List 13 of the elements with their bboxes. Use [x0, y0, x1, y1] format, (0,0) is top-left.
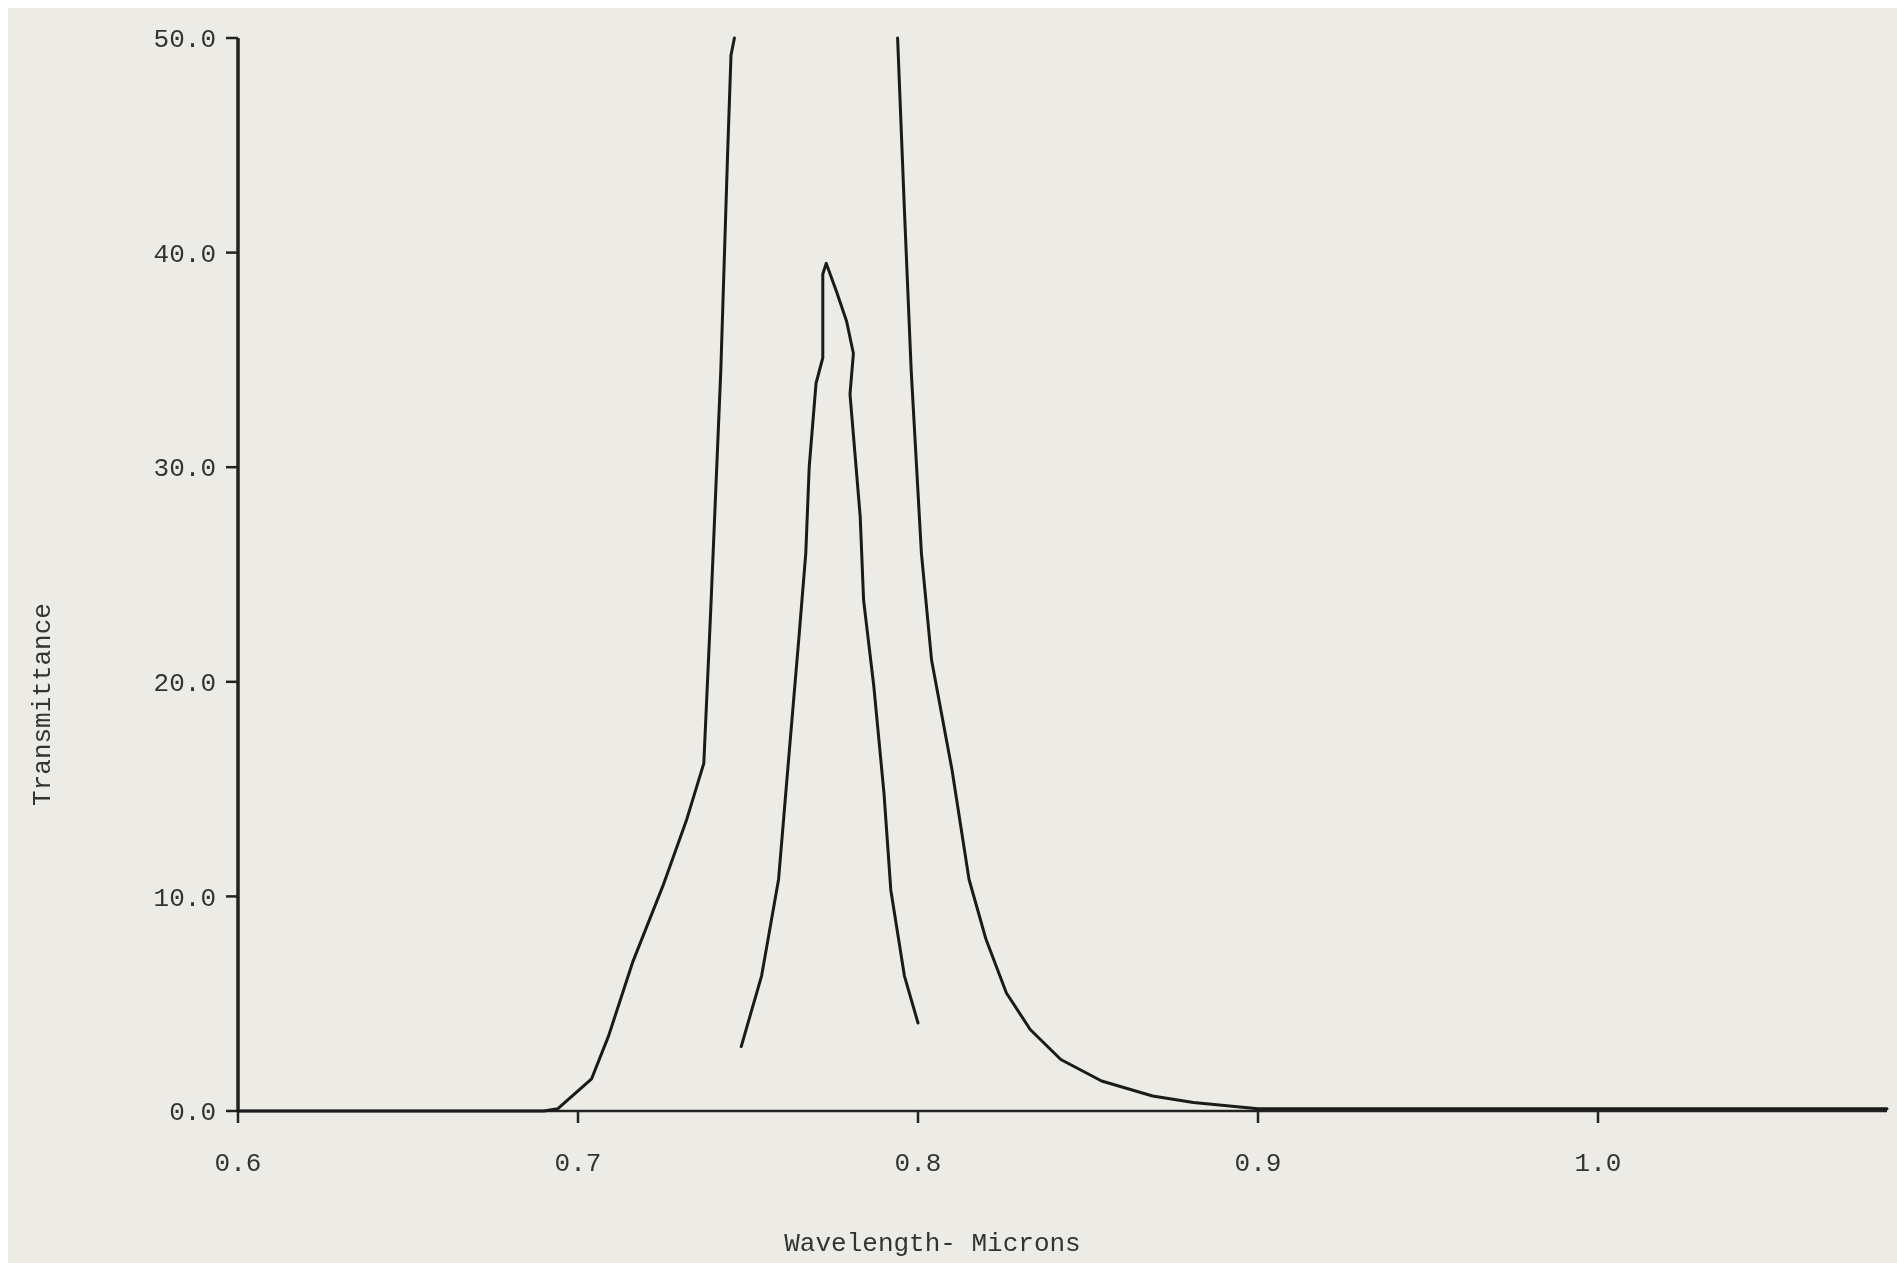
x-tick-label: 0.6 [214, 1149, 262, 1179]
x-tick-label: 0.8 [894, 1149, 942, 1179]
x-axis-title: Wavelength- Microns [784, 1229, 1081, 1259]
y-tick-label: 0.0 [169, 1098, 216, 1129]
y-axis-title: Transmittance [28, 603, 58, 806]
y-tick-label: 50.0 [153, 25, 216, 56]
x-tick-label: 1.0 [1574, 1149, 1622, 1179]
y-tick-label: 30.0 [153, 454, 216, 485]
x-tick-label: 0.9 [1234, 1149, 1282, 1179]
y-tick-label: 40.0 [153, 239, 216, 270]
y-tick-label: 10.0 [153, 883, 216, 914]
y-tick-label: 20.0 [153, 668, 216, 699]
x-tick-label: 0.7 [554, 1149, 602, 1179]
